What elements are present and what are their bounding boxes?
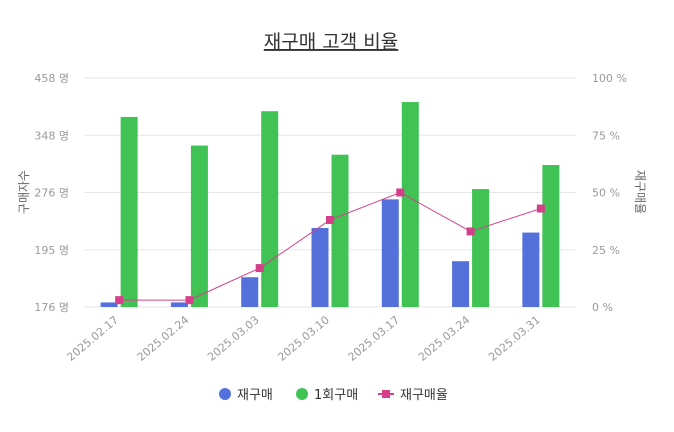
rate-point-2025.03.03 [255,264,264,273]
bar-재구매-2025.02.24 [170,302,188,307]
y-right-tick-label: 0 % [592,301,613,314]
x-tick-label: 2025.02.17 [64,313,121,363]
bar-재구매-2025.02.17 [100,302,118,307]
rate-point-2025.03.24 [466,227,475,236]
x-ticks: 2025.02.17 2025.02.24 2025.03.03 2025.03.10… [64,313,542,363]
y-left-tick-label: 195 명 [34,244,69,257]
y-left-tick-label: 458 명 [34,72,69,85]
rate-point-2025.02.17 [115,296,124,305]
legend[interactable]: 재구매 1회구매 재구매율 [219,388,448,403]
rate-point-2025.03.10 [326,215,334,224]
bar-재구매-2025.03.10 [311,227,329,307]
y-right-tick-label: 100 % [592,72,627,85]
bar-1회구매-2025.02.24 [190,145,208,307]
rate-point-2025.02.24 [185,296,194,305]
y-left-ticks: 458 명 348 명 276 명 195 명 176 명 [34,72,69,314]
rate-line [115,188,545,305]
rate-point-2025.03.31 [536,204,545,213]
x-tick-label: 2025.03.31 [486,313,543,363]
x-tick-label: 2025.03.24 [416,313,473,363]
rate-point-2025.03.17 [396,188,405,197]
bar-재구매-2025.03.24 [452,261,470,307]
bar-1회구매-2025.03.03 [261,111,279,307]
x-tick-label: 2025.03.03 [205,313,262,363]
legend-label-1회구매[interactable]: 1회구매 [314,388,358,403]
bar-1회구매-2025.03.17 [401,102,419,307]
legend-marker-재구매 [219,388,231,400]
bar-1회구매-2025.03.24 [472,189,490,307]
chart-title: 재구매 고객 비율 [264,31,398,53]
legend-label-재구매율[interactable]: 재구매율 [400,388,448,403]
y-right-ticks: 100 % 75 % 50 % 25 % 0 % [592,72,627,314]
y-right-axis-label: 재구매율 [633,170,647,214]
bar-재구매-2025.03.17 [381,199,399,307]
legend-marker-1회구매 [296,388,308,400]
x-tick-label: 2025.02.24 [135,313,192,363]
legend-marker-재구매율 [382,390,390,398]
x-tick-label: 2025.03.10 [275,313,332,363]
y-left-tick-label: 348 명 [34,129,69,142]
y-right-tick-label: 75 % [592,129,620,142]
bar-1회구매-2025.02.17 [120,116,138,308]
bar-1회구매-2025.03.31 [542,165,560,307]
legend-label-재구매[interactable]: 재구매 [237,388,273,403]
y-right-tick-label: 25 % [592,244,620,257]
y-left-axis-label: 구매자수 [17,170,31,214]
bar-재구매-2025.03.31 [522,232,540,307]
bar-재구매-2025.03.03 [241,277,259,307]
bars [100,102,560,308]
y-left-tick-label: 276 명 [34,187,69,200]
x-tick-label: 2025.03.17 [346,313,403,363]
grid [84,77,576,308]
bar-1회구매-2025.03.10 [331,154,349,307]
y-left-tick-label: 176 명 [34,301,69,314]
y-right-tick-label: 50 % [592,187,620,200]
